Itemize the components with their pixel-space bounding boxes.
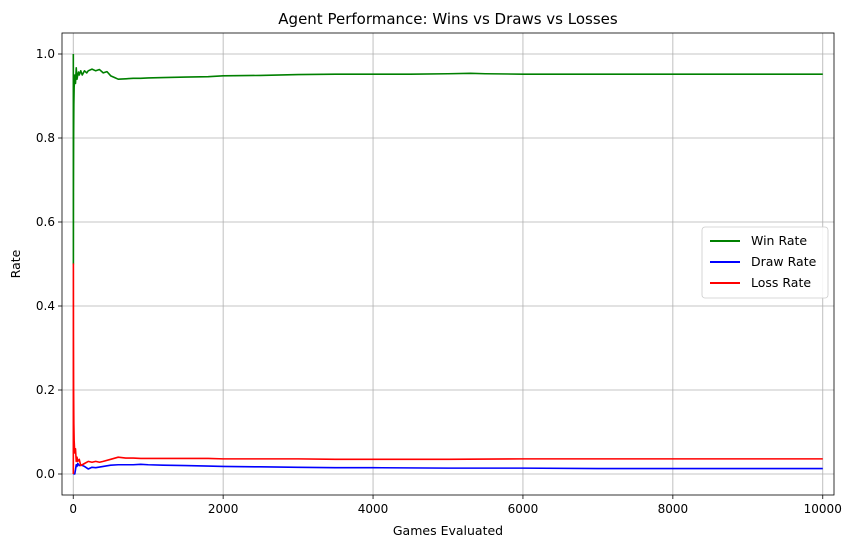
x-tick-label: 2000 [208,502,239,516]
y-tick-label: 0.2 [36,383,55,397]
y-axis-label: Rate [8,249,23,278]
y-tick-label: 0.4 [36,299,55,313]
y-tick-label: 1.0 [36,47,55,61]
x-tick-label: 4000 [358,502,389,516]
x-tick-label: 8000 [658,502,689,516]
x-tick-label: 0 [69,502,77,516]
legend-label-loss: Loss Rate [751,275,811,290]
series-loss-rate-line [72,263,823,475]
legend-label-draw: Draw Rate [751,254,817,269]
x-tick-label: 10000 [804,502,842,516]
chart-title: Agent Performance: Wins vs Draws vs Loss… [278,10,618,28]
plot-frame [61,32,835,496]
x-axis-label: Games Evaluated [393,523,503,538]
legend: Win Rate Draw Rate Loss Rate [701,226,829,299]
series-draw-rate-line [72,462,823,475]
legend-label-win: Win Rate [751,233,807,248]
legend-box [701,226,829,299]
y-tick-label: 0.6 [36,215,55,229]
y-ticks: 0.0 0.2 0.4 0.6 0.8 1.0 [36,47,62,481]
series-win-rate-line [72,53,823,265]
y-tick-label: 0.8 [36,131,55,145]
x-ticks: 0 2000 4000 6000 8000 10000 [69,495,842,516]
x-tick-label: 6000 [508,502,539,516]
y-tick-label: 0.0 [36,467,55,481]
series-layer [72,53,823,475]
